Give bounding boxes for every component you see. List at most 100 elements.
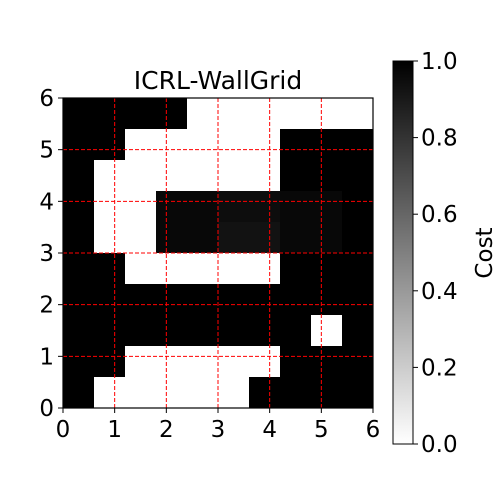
heatmap-cell bbox=[218, 315, 250, 347]
heatmap-cell bbox=[249, 315, 281, 347]
heatmap-cell bbox=[280, 253, 312, 285]
x-tick-label: 5 bbox=[314, 417, 329, 443]
heatmap-cell bbox=[342, 191, 374, 223]
heatmap-cell bbox=[249, 129, 281, 161]
heatmap-cell bbox=[125, 315, 157, 347]
heatmap-cell bbox=[63, 222, 95, 254]
colorbar-tick-label: 0.0 bbox=[421, 432, 458, 458]
heatmap-cell bbox=[249, 377, 281, 409]
heatmap-cell bbox=[249, 98, 281, 130]
x-tick-label: 1 bbox=[107, 417, 122, 443]
heatmap-cell bbox=[125, 222, 157, 254]
heatmap-cell bbox=[156, 222, 188, 254]
x-tick-label: 2 bbox=[159, 417, 174, 443]
heatmap-cell bbox=[311, 284, 343, 316]
heatmap-cell bbox=[218, 129, 250, 161]
heatmap-cell bbox=[156, 284, 188, 316]
y-tick-label: 3 bbox=[39, 241, 54, 267]
heatmap-cell bbox=[280, 98, 312, 130]
heatmap-cell bbox=[280, 222, 312, 254]
x-tick-label: 6 bbox=[366, 417, 381, 443]
heatmap-cell bbox=[94, 222, 126, 254]
heatmap-cell bbox=[311, 222, 343, 254]
heatmap-cell bbox=[249, 346, 281, 378]
heatmap-cell bbox=[94, 377, 126, 409]
heatmap-cell bbox=[218, 377, 250, 409]
y-tick-label: 0 bbox=[39, 396, 54, 422]
heatmap-cell bbox=[342, 284, 374, 316]
heatmap-cell bbox=[187, 377, 219, 409]
chart-title: ICRL-WallGrid bbox=[134, 66, 303, 95]
heatmap-cell bbox=[342, 377, 374, 409]
colorbar-label: Cost bbox=[472, 227, 498, 278]
heatmap-cell bbox=[125, 377, 157, 409]
heatmap-cell bbox=[156, 346, 188, 378]
x-tick-label: 4 bbox=[262, 417, 277, 443]
heatmap-cell bbox=[94, 98, 126, 130]
heatmap-cell bbox=[342, 98, 374, 130]
heatmap-cell bbox=[94, 253, 126, 285]
heatmap-cell bbox=[125, 129, 157, 161]
heatmap-cell bbox=[63, 315, 95, 347]
heatmap-cell bbox=[342, 129, 374, 161]
heatmap-cell bbox=[187, 315, 219, 347]
heatmap-cell bbox=[156, 377, 188, 409]
x-tick-label: 3 bbox=[211, 417, 226, 443]
heatmap-cell bbox=[63, 346, 95, 378]
y-tick-label: 5 bbox=[39, 138, 54, 164]
x-tick-label: 0 bbox=[56, 417, 71, 443]
heatmap-cell bbox=[125, 98, 157, 130]
heatmap-cell bbox=[63, 160, 95, 192]
heatmap-cell bbox=[156, 160, 188, 192]
heatmap-cell bbox=[63, 129, 95, 161]
heatmap-cell bbox=[249, 253, 281, 285]
heatmap-cell bbox=[280, 346, 312, 378]
y-tick-label: 2 bbox=[39, 293, 54, 319]
heatmap-cell bbox=[156, 315, 188, 347]
heatmap-cell bbox=[249, 284, 281, 316]
heatmap-cell bbox=[280, 160, 312, 192]
heatmap-cell bbox=[311, 129, 343, 161]
y-tick-label: 4 bbox=[39, 189, 54, 215]
heatmap-cell bbox=[311, 346, 343, 378]
heatmap-cell bbox=[156, 98, 188, 130]
heatmap-cell bbox=[125, 284, 157, 316]
heatmap-cell bbox=[311, 191, 343, 223]
heatmap-cell bbox=[280, 377, 312, 409]
colorbar-ticks: 0.0 0.2 0.4 0.6 0.8 1.0 bbox=[413, 49, 458, 458]
heatmap-cell bbox=[187, 160, 219, 192]
heatmap-cell bbox=[63, 284, 95, 316]
heatmap-cell bbox=[249, 160, 281, 192]
heatmap-cell bbox=[125, 191, 157, 223]
heatmap-cell bbox=[342, 222, 374, 254]
heatmap-cell bbox=[187, 222, 219, 254]
heatmap-cell bbox=[156, 191, 188, 223]
heatmap-cell bbox=[218, 253, 250, 285]
colorbar-tick-label: 0.6 bbox=[421, 202, 458, 228]
heatmap-cell bbox=[218, 284, 250, 316]
heatmap-cell bbox=[280, 315, 312, 347]
heatmap-cell bbox=[218, 222, 250, 254]
heatmap-cell bbox=[187, 191, 219, 223]
heatmap-cell bbox=[63, 253, 95, 285]
y-axis: 0 1 2 3 4 5 6 bbox=[39, 86, 63, 422]
heatmap-cell bbox=[311, 377, 343, 409]
heatmap-cell bbox=[218, 160, 250, 192]
heatmap-cells bbox=[63, 98, 374, 409]
heatmap-cell bbox=[94, 315, 126, 347]
colorbar-tick-label: 0.2 bbox=[421, 355, 458, 381]
heatmap-cell bbox=[94, 160, 126, 192]
grid-lines bbox=[63, 98, 373, 408]
colorbar bbox=[392, 60, 414, 445]
heatmap-cell bbox=[249, 191, 281, 223]
heatmap-cell bbox=[94, 191, 126, 223]
colorbar-tick-label: 0.8 bbox=[421, 126, 458, 152]
heatmap-cell bbox=[280, 284, 312, 316]
heatmap-cell bbox=[125, 160, 157, 192]
heatmap-cell bbox=[94, 129, 126, 161]
heatmap-cell bbox=[156, 129, 188, 161]
heatmap-cell bbox=[187, 346, 219, 378]
heatmap-cell bbox=[94, 346, 126, 378]
heatmap-cell bbox=[63, 191, 95, 223]
